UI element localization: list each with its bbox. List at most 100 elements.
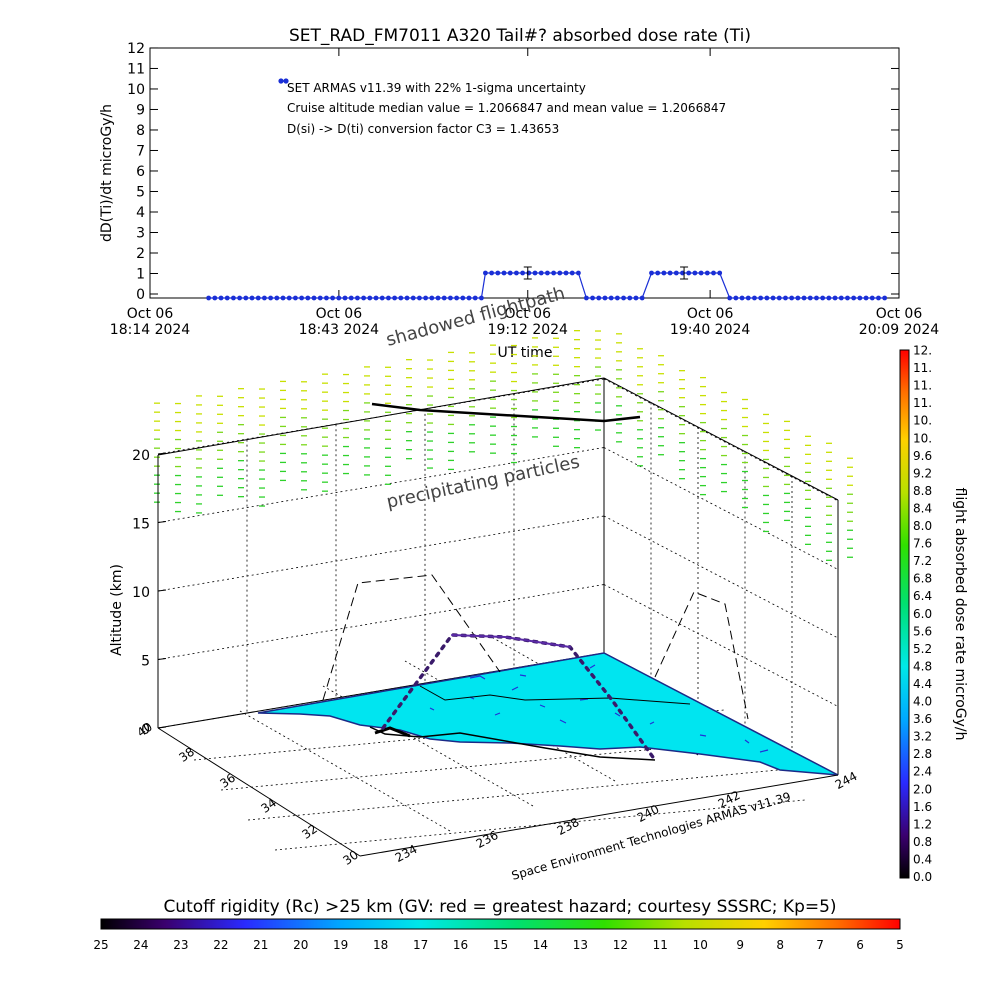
dose-data-point [237, 295, 243, 301]
dose-colorbar-tick-label: 9.2 [913, 466, 932, 480]
dose-colorbar-tick-label: 2.4 [913, 765, 932, 779]
dose-data-point [814, 295, 819, 301]
top-x-tick-time: 20:09 2024 [859, 322, 940, 338]
dose-data-point [557, 270, 563, 276]
dose-data-point [262, 295, 267, 301]
grid-altitude-line [603, 447, 839, 570]
dose-data-point [348, 295, 354, 301]
dose-data-point [417, 295, 422, 301]
dose-data-point [733, 295, 739, 301]
error-bar [523, 266, 532, 280]
dose-data-point [876, 295, 881, 301]
dose-data-point [355, 295, 360, 301]
dose-data-point [673, 270, 679, 276]
altitude-tick-label: 15 [132, 517, 150, 533]
dose-data-point [206, 295, 212, 301]
dose-colorbar-tick-label: 4.4 [913, 677, 932, 691]
longitude-axis-line [359, 774, 839, 857]
dose-data-point [293, 295, 298, 301]
dose-data-point [820, 295, 826, 301]
altitude-tick-label: 5 [141, 654, 150, 670]
cutoff-colorbar-tick-label: 10 [693, 938, 708, 952]
latitude-tick-label: 36 [217, 771, 238, 791]
dose-data-point [299, 295, 305, 301]
dose-data-point [274, 295, 280, 301]
top-y-tick-label: 12 [127, 41, 145, 57]
top-x-tick-date: Oct 06 [876, 306, 923, 322]
latitude-tick-label: 30 [340, 848, 361, 868]
grid-altitude-line [157, 378, 605, 455]
dose-data-point [489, 270, 495, 276]
top-x-axis-label: UT time [498, 345, 553, 361]
latitude-axis-line [157, 727, 361, 857]
cutoff-colorbar-tick-label: 13 [573, 938, 588, 952]
dose-data-point [342, 295, 348, 301]
dose-colorbar-label: flight absorbed dose rate microGy/h [952, 488, 968, 741]
longitude-tick-label: 244 [833, 769, 860, 792]
cutoff-colorbar-tick-label: 8 [776, 938, 784, 952]
grid-altitude-line [603, 378, 839, 502]
dose-data-point [280, 295, 286, 301]
dose-colorbar-tick-label: 9.6 [913, 449, 932, 463]
altitude-tick [157, 452, 167, 455]
dose-data-point [551, 270, 557, 276]
dose-data-point [576, 270, 581, 276]
altitude-tick-label: 0 [141, 722, 150, 738]
dose-data-point [764, 295, 770, 301]
dose-data-point [692, 270, 698, 276]
dose-data-point [745, 295, 751, 301]
top-x-tick-date: Oct 06 [316, 306, 363, 322]
latitude-tick-label: 34 [258, 796, 279, 816]
dose-colorbar-tick-label: 6.0 [913, 607, 932, 621]
top-y-tick-label: 2 [136, 246, 145, 262]
dose-data-point [869, 295, 875, 301]
dose-data-point [243, 295, 249, 301]
dose-data-point [311, 295, 317, 301]
dose-colorbar-tick-label: 10. [913, 431, 932, 445]
dose-data-point [545, 270, 550, 276]
dose-colorbar-tick-label: 8.0 [913, 519, 932, 533]
3d-gridlines [157, 378, 839, 851]
dose-data-point [336, 295, 342, 301]
dose-data-point [466, 295, 472, 301]
legend-marker [278, 78, 284, 84]
top-y-axis-label: dD(Ti)/dt microGy/h [99, 104, 115, 242]
dose-data-point [305, 295, 311, 301]
cutoff-colorbar-tick-label: 21 [253, 938, 268, 952]
top-y-tick-label: 3 [136, 225, 145, 241]
dose-data-point [507, 270, 513, 276]
altitude-tick-label: 10 [132, 585, 150, 601]
grid-altitude-line [157, 515, 605, 592]
dose-data-point [563, 270, 569, 276]
top-chart-title: SET_RAD_FM7011 A320 Tail#? absorbed dose… [289, 26, 751, 46]
cutoff-colorbar-tick-label: 24 [133, 938, 148, 952]
dose-colorbar-tick-label: 11. [913, 361, 932, 375]
annotation-conversion: D(si) -> D(ti) conversion factor C3 = 1.… [287, 122, 559, 136]
dose-data-point [255, 295, 261, 301]
latitude-tick-label: 32 [299, 822, 320, 842]
dose-data-point [495, 270, 501, 276]
top-y-tick-label: 9 [136, 102, 145, 118]
grid-floor-line [239, 710, 451, 832]
dose-colorbar-tick-label: 6.8 [913, 572, 932, 586]
altitude-axis-label: Altitude (km) [109, 564, 125, 656]
dose-data-point [621, 295, 626, 301]
dose-colorbar-tick-label: 3.6 [913, 712, 932, 726]
dose-colorbar-ramp [899, 349, 910, 879]
cutoff-colorbar-tick-label: 15 [493, 938, 508, 952]
top-panel: SET_RAD_FM7011 A320 Tail#? absorbed dose… [99, 26, 939, 361]
surface-speckles [429, 664, 769, 753]
dose-data-point [429, 295, 435, 301]
dose-data-point [807, 295, 813, 301]
cutoff-colorbar-tick-label: 17 [413, 938, 428, 952]
dose-data-point [212, 295, 218, 301]
top-x-tick-time: 19:12 2024 [488, 322, 569, 338]
altitude-tick [157, 726, 167, 729]
dose-data-point [569, 270, 575, 276]
dose-data-point [218, 295, 224, 301]
dose-data-point [770, 295, 776, 301]
dose-data-point [783, 295, 788, 301]
top-x-tick-time: 19:40 2024 [670, 322, 751, 338]
cutoff-colorbar-ramp [100, 918, 901, 930]
